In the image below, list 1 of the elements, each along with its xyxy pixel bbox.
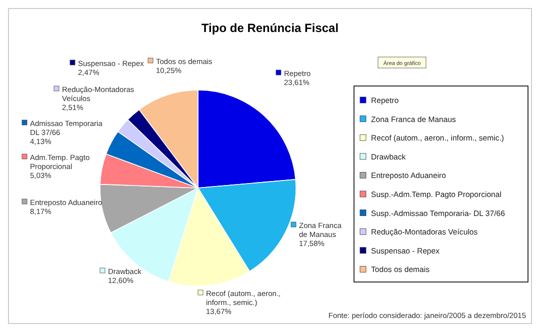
chart-title: Tipo de Renúncia Fiscal <box>201 21 339 35</box>
